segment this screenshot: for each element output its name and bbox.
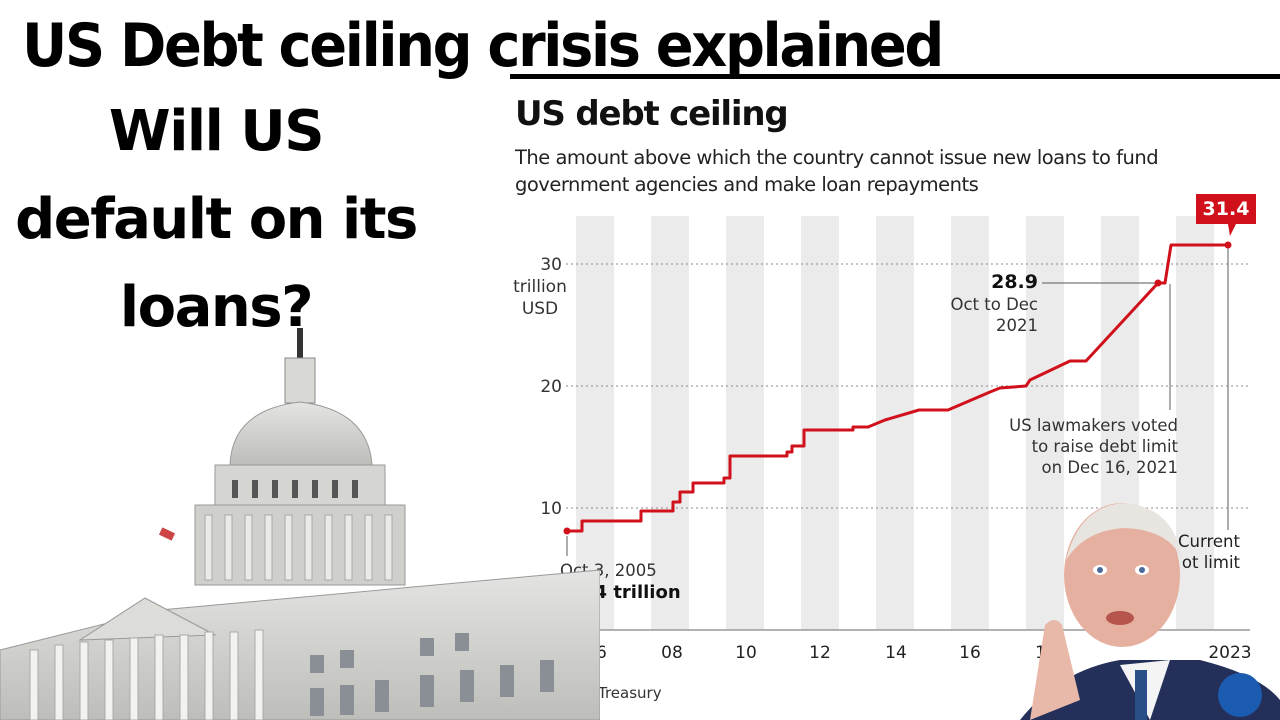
y-tick-label: 10 bbox=[540, 499, 562, 519]
mid-annotation-value: 28.9 bbox=[991, 271, 1038, 293]
vote-annotation: US lawmakers voted to raise debt limit o… bbox=[960, 415, 1178, 478]
current-value-badge bbox=[1196, 194, 1256, 236]
start-annotation-value: 84 trillion bbox=[582, 582, 681, 603]
president-photo bbox=[1020, 503, 1280, 720]
question-text: Will US default on its loans? bbox=[0, 88, 432, 352]
start-point bbox=[563, 527, 571, 535]
mid-point bbox=[1154, 279, 1162, 287]
question-line: Will US bbox=[108, 99, 325, 164]
current-annotation-line: Current bbox=[1178, 532, 1240, 551]
year-bands bbox=[576, 216, 1214, 630]
vote-annotation-line: to raise debt limit bbox=[1031, 437, 1178, 456]
y-axis-labels: 30 20 10 bbox=[540, 255, 562, 519]
question-line: loans? bbox=[119, 275, 314, 340]
debt-ceiling-line bbox=[567, 243, 1228, 533]
y-unit-line-1: trillion bbox=[513, 277, 567, 297]
x-tick-label: 10 bbox=[735, 643, 757, 663]
mid-annotation: 28.9 Oct to Dec 2021 bbox=[920, 270, 1038, 336]
current-point bbox=[1224, 241, 1232, 249]
current-annotation-line: ot limit bbox=[1181, 553, 1240, 572]
current-value-badge-text: 31.4 bbox=[1202, 198, 1250, 220]
x-tick-label: 14 bbox=[885, 643, 907, 663]
x-tick-label: 2023 bbox=[1208, 643, 1251, 663]
y-unit-label: trillion USD bbox=[513, 277, 567, 319]
vote-annotation-line: on Dec 16, 2021 bbox=[1041, 458, 1178, 477]
us-capitol-building-photo bbox=[0, 328, 600, 720]
mid-annotation-period: Oct to Dec bbox=[950, 295, 1038, 314]
video-headline: US Debt ceiling crisis explained bbox=[22, 11, 944, 81]
x-tick-label: 16 bbox=[959, 643, 981, 663]
x-tick-label: 08 bbox=[661, 643, 683, 663]
chart-title: US debt ceiling bbox=[515, 94, 789, 134]
question-line: default on its bbox=[15, 187, 418, 252]
y-tick-label: 20 bbox=[540, 377, 562, 397]
chart-source: Treasury bbox=[598, 684, 662, 702]
chart-subtitle: The amount above which the country canno… bbox=[515, 146, 1159, 196]
x-tick-label: 12 bbox=[809, 643, 831, 663]
vote-annotation-line: US lawmakers voted bbox=[1009, 416, 1178, 435]
current-annotation: Current ot limit bbox=[1150, 531, 1240, 573]
y-tick-label: 30 bbox=[540, 255, 562, 275]
mid-annotation-year: 2021 bbox=[996, 316, 1038, 335]
y-unit-line-2: USD bbox=[522, 299, 558, 319]
headline-underline bbox=[510, 74, 1280, 79]
